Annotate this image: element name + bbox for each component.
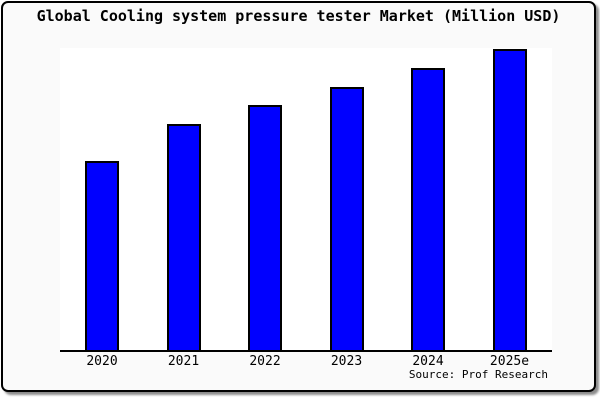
- x-tick-label-2022: 2022: [249, 354, 281, 369]
- x-tick-label-2023: 2023: [330, 354, 363, 369]
- chart-title: Global Cooling system pressure tester Ma…: [36, 7, 561, 25]
- source-credit: Source: Prof Research: [408, 368, 548, 381]
- bar-2020: [85, 161, 119, 350]
- bar-2024: [411, 68, 445, 350]
- x-tick-label-2021: 2021: [167, 354, 200, 369]
- x-tick-label-2020: 2020: [86, 354, 118, 369]
- bar-2023: [329, 87, 364, 350]
- chart-figure: Global Cooling system pressure tester Ma…: [1, 1, 596, 392]
- plot-area: [60, 48, 552, 352]
- x-tick-label-2024: 2024: [412, 354, 444, 369]
- bar-2022: [248, 105, 282, 350]
- bar-2025e: [492, 49, 527, 350]
- bar-2021: [166, 124, 201, 350]
- x-tick-label-2025e: 2025e: [489, 354, 530, 369]
